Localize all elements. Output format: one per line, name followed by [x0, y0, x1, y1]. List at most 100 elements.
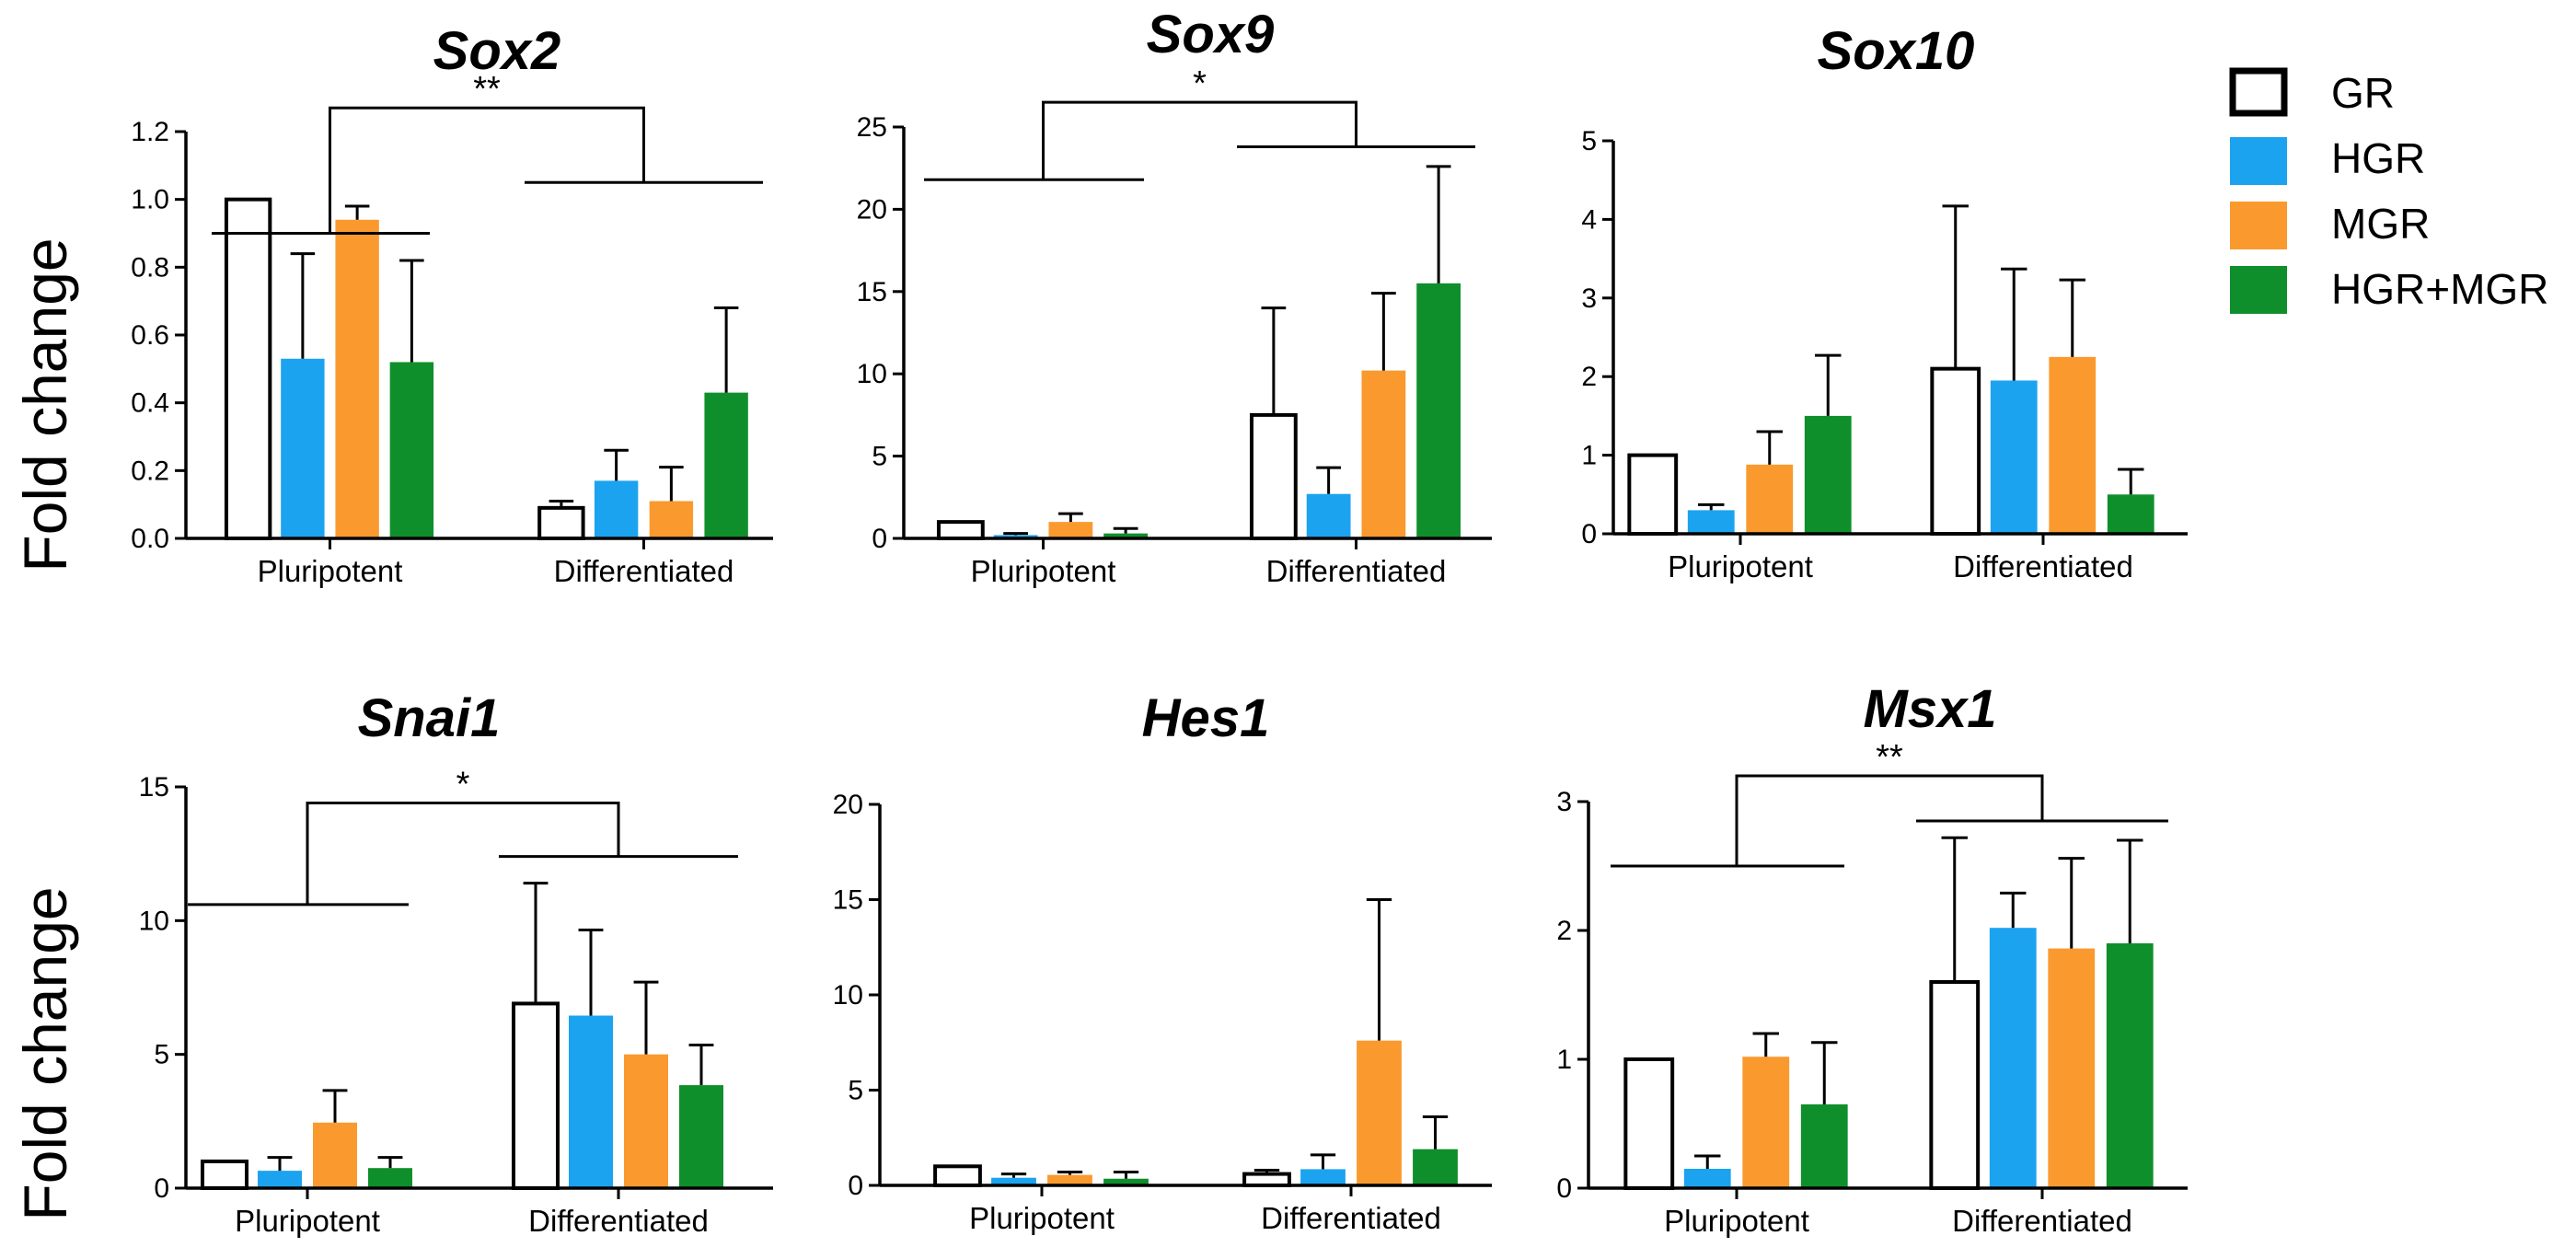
x-category-label: Pluripotent — [971, 554, 1116, 588]
bar-hgr-mgr-pluripotent — [1103, 1178, 1149, 1185]
bar-hgr-differentiated — [594, 480, 639, 538]
bar-gr-differentiated — [1930, 366, 1981, 536]
bar-mgr-pluripotent — [1048, 522, 1093, 538]
legend-label-gr: GR — [2331, 69, 2395, 117]
bar-hgr-mgr-pluripotent — [368, 1168, 412, 1188]
legend-swatch-mgr — [2230, 202, 2287, 249]
sig-bracket — [1042, 100, 1357, 180]
legend: GR HGR MGR HGR+MGR — [2229, 67, 2548, 314]
x-category-label: Differentiated — [528, 1204, 709, 1238]
bar-hgr-pluripotent — [1687, 510, 1735, 534]
bar-hgr-differentiated — [1990, 380, 2038, 534]
x-category-label: Pluripotent — [1664, 1204, 1809, 1238]
chart-title: Snai1 — [358, 688, 501, 748]
y-tick-label: 0.4 — [131, 388, 169, 419]
bar-gr-differentiated — [1249, 412, 1298, 540]
bar-gr-differentiated — [537, 505, 585, 540]
bar-hgr-pluripotent — [993, 535, 1038, 538]
legend-label-hgr: HGR — [2331, 134, 2425, 182]
bar-mgr-differentiated — [1357, 1040, 1402, 1185]
bar-hgr-mgr-pluripotent — [389, 362, 434, 538]
y-tick-label: 5 — [154, 1040, 169, 1070]
y-tick-label: 0 — [1556, 1173, 1572, 1204]
x-category-label: Pluripotent — [235, 1204, 380, 1238]
bar-gr-pluripotent — [933, 1164, 982, 1188]
bar-mgr-differentiated — [2048, 948, 2096, 1188]
y-tick-label: 0 — [848, 1171, 863, 1201]
bar-gr-pluripotent — [224, 197, 272, 541]
x-category-label: Differentiated — [1266, 554, 1447, 588]
legend-swatch-hgr — [2230, 137, 2287, 185]
chart-title: Sox2 — [433, 21, 561, 81]
legend-swatch-gr — [2229, 67, 2288, 117]
bar-mgr-pluripotent — [1746, 464, 1794, 534]
bar-hgr-mgr-differentiated — [1413, 1149, 1458, 1185]
y-tick-label: 10 — [833, 980, 863, 1011]
y-tick-label: 10 — [139, 906, 169, 936]
chart-title: Msx1 — [1863, 679, 1996, 739]
significance-label: * — [1193, 64, 1207, 103]
y-tick-label: 0 — [872, 524, 887, 554]
bar-hgr-pluripotent — [258, 1171, 302, 1188]
bar-hgr-differentiated — [1300, 1169, 1346, 1185]
bar-hgr-pluripotent — [1683, 1169, 1731, 1188]
y-tick-label: 15 — [857, 277, 887, 307]
bar-hgr-mgr-pluripotent — [1800, 1104, 1848, 1188]
y-tick-label: 25 — [857, 112, 887, 143]
y-tick-label: 0.0 — [131, 524, 169, 554]
y-tick-label: 1.2 — [131, 117, 169, 147]
x-category-label: Differentiated — [1952, 1204, 2132, 1238]
x-category-label: Pluripotent — [1668, 549, 1813, 583]
bar-mgr-differentiated — [624, 1054, 668, 1188]
y-tick-label: 3 — [1581, 283, 1597, 314]
bar-gr-differentiated — [1929, 980, 1981, 1190]
bar-mgr-differentiated — [649, 501, 694, 538]
significance-label: ** — [1876, 738, 1903, 777]
y-tick-label: 5 — [848, 1076, 863, 1106]
bar-gr-pluripotent — [1623, 1057, 1675, 1190]
bar-hgr-differentiated — [1989, 928, 2037, 1188]
bar-gr-pluripotent — [1627, 453, 1679, 537]
x-category-label: Pluripotent — [258, 554, 403, 588]
x-category-label: Differentiated — [1953, 549, 2133, 583]
bar-hgr-mgr-differentiated — [704, 392, 748, 538]
y-tick-label: 0 — [1581, 519, 1597, 549]
bar-hgr-pluripotent — [991, 1177, 1036, 1185]
significance-label: * — [456, 765, 470, 803]
bar-mgr-pluripotent — [1742, 1057, 1790, 1188]
bar-hgr-mgr-pluripotent — [1103, 533, 1149, 538]
bar-mgr-differentiated — [1361, 370, 1406, 538]
chart-title: Sox10 — [1818, 21, 1975, 81]
x-category-label: Differentiated — [554, 554, 734, 588]
chart-title: Sox9 — [1147, 5, 1275, 64]
x-category-label: Differentiated — [1261, 1201, 1441, 1235]
chart-title: Hes1 — [1142, 688, 1270, 748]
y-tick-label: 0 — [154, 1173, 169, 1204]
x-category-label: Pluripotent — [969, 1201, 1115, 1235]
ylabel-bottom-row: Fold change — [11, 886, 79, 1220]
ylabel-top-row: Fold change — [11, 237, 79, 572]
bar-gr-pluripotent — [201, 1159, 248, 1191]
bar-mgr-differentiated — [2049, 356, 2097, 534]
y-tick-label: 0.6 — [131, 320, 169, 351]
bar-gr-pluripotent — [936, 520, 985, 540]
chart-panels: Sox2 0.0 0.2 0.4 0.6 0.8 1.0 1.2 Pluripotent Diff… — [131, 5, 2188, 1238]
y-tick-label: 0.2 — [131, 456, 169, 486]
y-tick-label: 4 — [1581, 204, 1597, 235]
chart-panel-sox9: Sox9 0 5 10 15 20 25 Pluripotent Differentiated * — [857, 5, 1492, 588]
legend-label-mgr: MGR — [2331, 200, 2430, 248]
y-tick-label: 20 — [857, 194, 887, 225]
bar-mgr-pluripotent — [313, 1122, 357, 1188]
bar-hgr-mgr-differentiated — [2106, 943, 2154, 1188]
bar-hgr-mgr-differentiated — [679, 1085, 723, 1188]
bar-hgr-pluripotent — [281, 358, 325, 538]
sig-bracket — [1735, 774, 2044, 866]
chart-panel-hes1: Hes1 0 5 10 15 20 Pluripotent Differentiated — [833, 688, 1492, 1235]
bar-hgr-mgr-pluripotent — [1804, 415, 1852, 534]
chart-panel-snai1: Snai1 0 5 10 15 Pluripotent Differentiated * — [139, 688, 773, 1238]
y-tick-label: 2 — [1556, 916, 1572, 946]
y-tick-label: 1 — [1581, 441, 1597, 471]
bar-hgr-mgr-differentiated — [1416, 283, 1461, 538]
significance-label: ** — [473, 70, 501, 109]
